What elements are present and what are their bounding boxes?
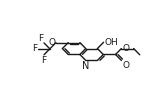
Text: O: O bbox=[122, 61, 129, 70]
Text: F: F bbox=[32, 44, 37, 53]
Text: O: O bbox=[122, 44, 129, 53]
Text: F: F bbox=[38, 34, 43, 43]
Text: O: O bbox=[48, 38, 55, 47]
Text: N: N bbox=[82, 61, 89, 71]
Text: OH: OH bbox=[104, 38, 118, 47]
Text: F: F bbox=[41, 56, 46, 65]
